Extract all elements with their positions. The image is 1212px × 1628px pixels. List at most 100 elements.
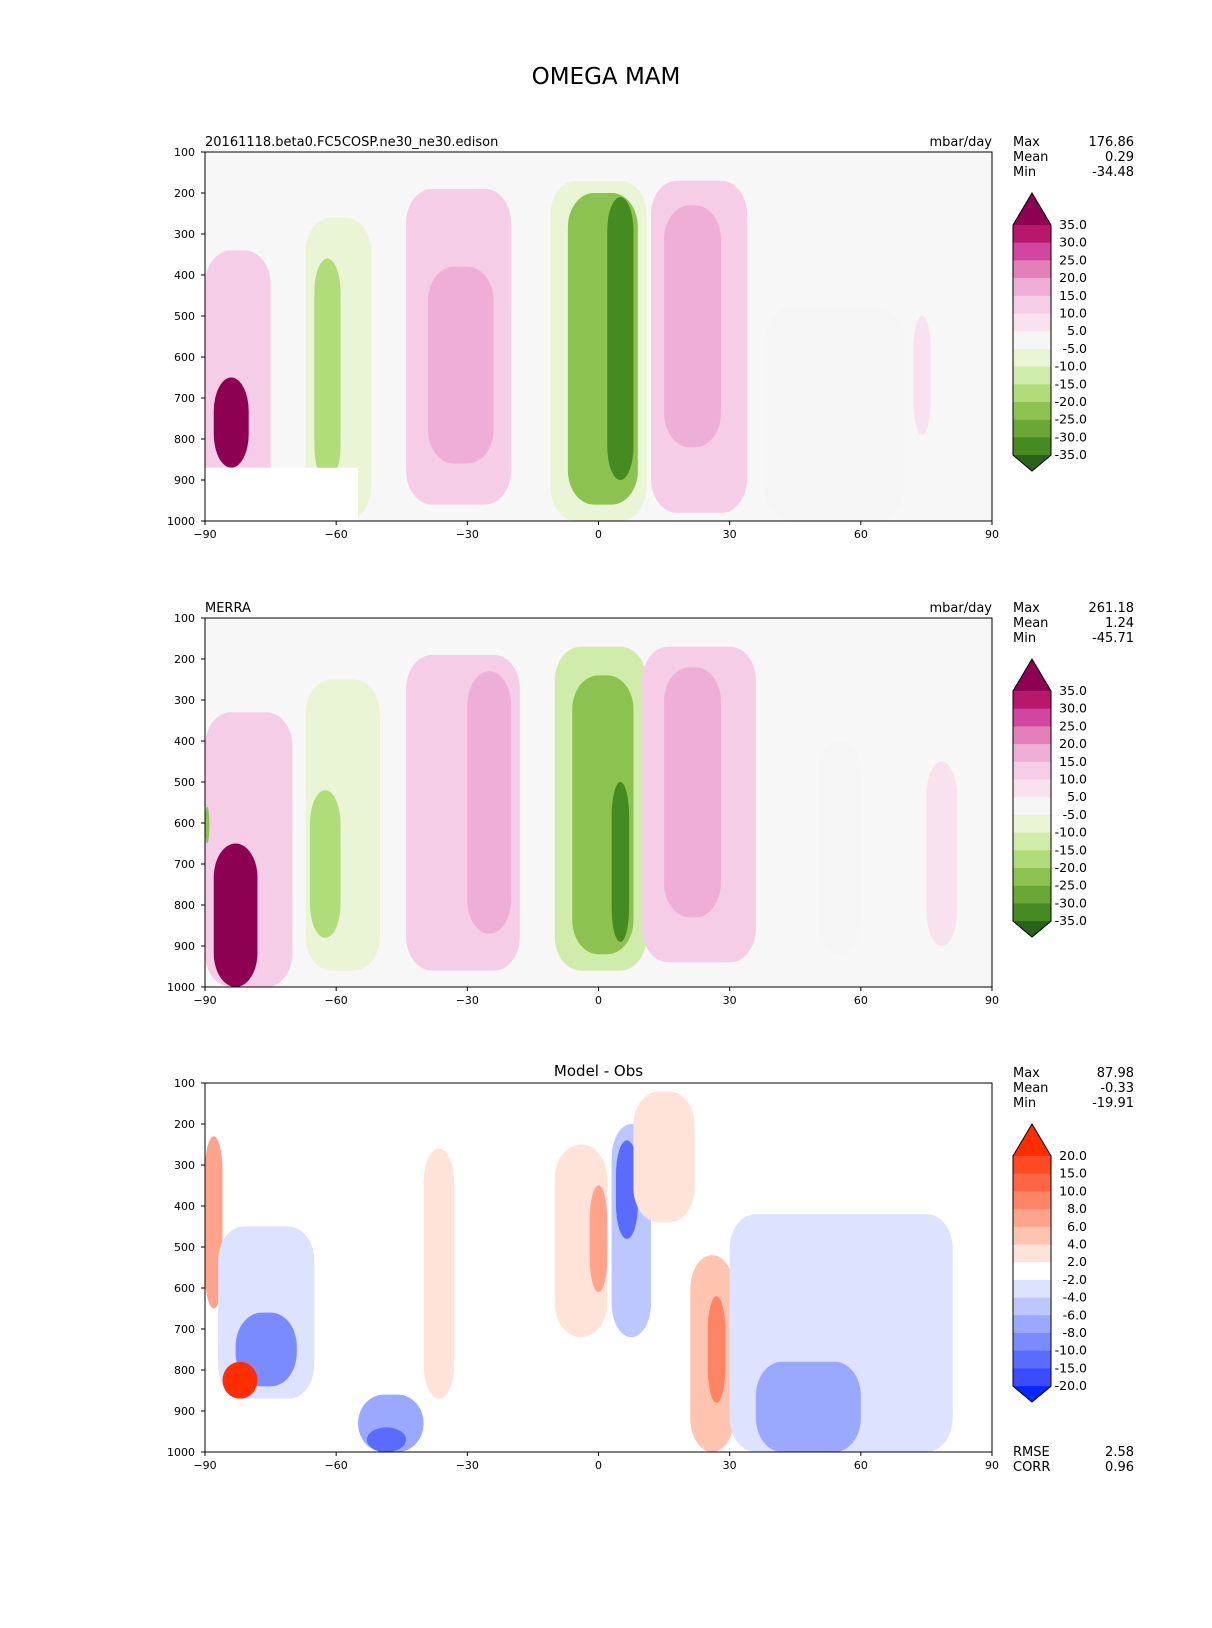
colorbar-segment [1013,708,1051,727]
colorbar-label: 35.0 [1059,683,1087,698]
stat-label: CORR [1013,1460,1050,1475]
colorbar-label: 5.0 [1067,789,1087,804]
colorbar-label: -5.0 [1063,341,1087,356]
colorbar-label: 30.0 [1059,701,1087,716]
stat-value: -45.71 [1092,631,1134,646]
colorbar-label: 15.0 [1059,754,1087,769]
colorbar-segment [1013,814,1051,834]
y-tick-label: 100 [174,146,195,159]
y-tick-label: 700 [174,858,195,871]
stat-label: Mean [1013,150,1048,165]
y-tick-label: 700 [174,392,195,405]
contour-region [664,205,721,448]
stat-label: Max [1013,135,1040,150]
colorbar-label: 20.0 [1059,270,1087,285]
contour-region [707,1296,726,1403]
colorbar-label: -15.0 [1055,1360,1087,1375]
panel-left-title: 20161118.beta0.FC5COSP.ne30_ne30.edison [205,135,498,150]
topography-mask [205,1398,359,1452]
colorbar-extend-bottom [1013,921,1051,938]
colorbar-segment [1013,1173,1051,1192]
colorbar-segment [1013,761,1051,780]
y-tick-label: 200 [174,653,195,666]
contour-region [366,1427,407,1452]
x-tick-label: 30 [723,528,737,541]
x-tick-label: −30 [456,1459,479,1472]
contour-region [755,1361,861,1452]
colorbar-segment [1013,903,1051,922]
contour-region [423,1148,455,1399]
x-tick-label: 0 [595,1459,602,1472]
colorbar-label: -35.0 [1055,913,1087,928]
contour-region [615,1140,638,1239]
colorbar-segment [1013,1315,1051,1334]
panel-units: mbar/day [929,601,992,616]
y-tick-label: 300 [174,694,195,707]
y-tick-label: 400 [174,735,195,748]
colorbar-label: -6.0 [1063,1307,1087,1322]
colorbar-label: -15.0 [1055,376,1087,391]
colorbar-label: 35.0 [1059,217,1087,232]
stat-value: 87.98 [1097,1066,1134,1081]
colorbar-segment [1013,437,1051,456]
colorbar-label: -20.0 [1055,1378,1087,1393]
contour-region [817,741,861,955]
x-tick-label: 90 [985,1459,999,1472]
panel-left-title: MERRA [205,601,251,616]
colorbar: 35.0 30.0 25.0 20.0 15.0 10.0 5.0 -5.0 -10.0 -15.… [1012,658,1087,938]
contour-field [205,180,931,521]
y-tick-label: 900 [174,1405,195,1418]
contour-region [205,806,210,844]
stat-value: 176.86 [1089,135,1135,150]
x-tick-label: −30 [456,994,479,1007]
contour-region [213,377,249,468]
x-tick-label: −60 [325,994,348,1007]
contour-region [213,843,258,987]
x-tick-label: 60 [854,994,868,1007]
colorbar-segment [1013,1350,1051,1369]
y-tick-label: 700 [174,1323,195,1336]
colorbar-segment [1013,242,1051,261]
y-tick-label: 500 [174,1241,195,1254]
colorbar-extend-top [1013,659,1051,691]
contour-region [611,782,630,942]
stat-label: Max [1013,1066,1040,1081]
y-tick-label: 1000 [167,515,195,528]
x-tick-label: −90 [193,994,216,1007]
panel-center-title: Model - Obs [554,1062,643,1080]
colorbar-label: 6.0 [1067,1219,1087,1234]
contour-region [427,266,494,464]
colorbar-label: -25.0 [1055,412,1087,427]
x-tick-label: −60 [325,528,348,541]
y-tick-label: 800 [174,899,195,912]
colorbar-segment [1013,1226,1051,1245]
x-tick-label: −30 [456,528,479,541]
y-tick-label: 1000 [167,1446,195,1459]
y-tick-label: 800 [174,433,195,446]
colorbar-label: -25.0 [1055,878,1087,893]
colorbar-segment [1013,1191,1051,1210]
stat-label: Min [1013,631,1036,646]
stat-value: 0.29 [1105,150,1134,165]
colorbar-segment [1013,225,1051,244]
colorbar-extend-bottom [1013,1386,1051,1403]
colorbar-outline [1012,1123,1052,1403]
contour-region [309,790,341,938]
y-tick-label: 500 [174,310,195,323]
colorbar-label: 25.0 [1059,252,1087,267]
figure-title: OMEGA MAM [532,64,681,90]
y-tick-label: 100 [174,1077,195,1090]
stat-label: Min [1013,165,1036,180]
x-tick-label: 60 [854,1459,868,1472]
colorbar-segment [1013,744,1051,763]
colorbar-label: -10.0 [1055,359,1087,374]
colorbar-segment [1013,797,1051,816]
colorbar-segment [1013,1297,1051,1316]
panel-units: mbar/day [929,135,992,150]
colorbar-segment [1013,1368,1051,1387]
colorbar-label: -30.0 [1055,895,1087,910]
y-tick-label: 400 [174,1200,195,1213]
